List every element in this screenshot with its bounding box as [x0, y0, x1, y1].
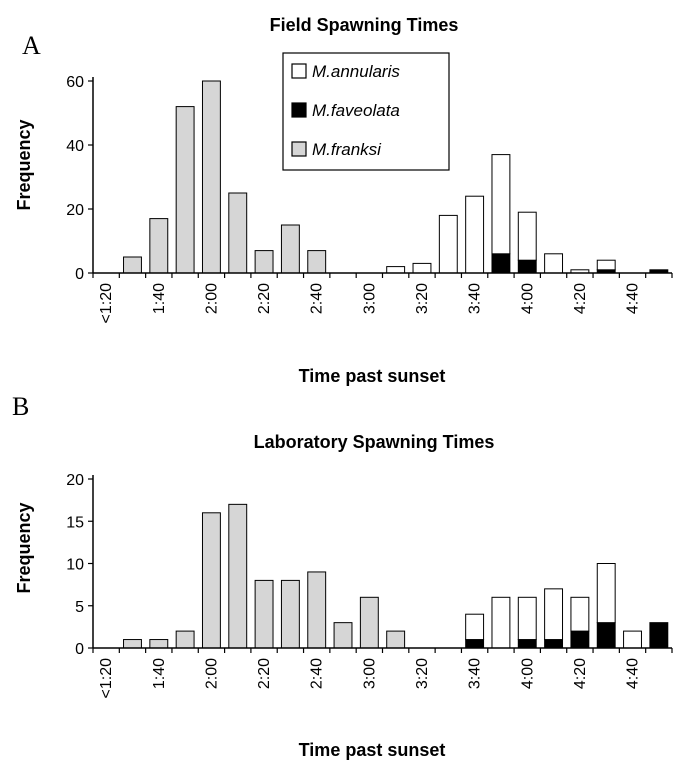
x-tick-label: 2:20: [256, 283, 273, 314]
y-tick-label: 15: [66, 514, 84, 531]
bar-faveolata-14: [465, 639, 485, 649]
bar-annularis-16: [517, 596, 537, 641]
bar-franksi-8: [307, 571, 327, 649]
bar-faveolata-16: [517, 259, 537, 274]
x-tick-label: 3:20: [414, 658, 431, 689]
y-tick-label: 60: [66, 74, 84, 91]
bar-franksi-3: [175, 106, 195, 274]
x-tick-label: 4:00: [519, 658, 536, 689]
bar-faveolata-21: [649, 622, 669, 649]
bar-franksi-2: [149, 639, 169, 649]
bar-annularis-19: [596, 259, 616, 271]
bar-franksi-1: [123, 256, 142, 274]
x-tick-label: 1:40: [151, 658, 168, 689]
bar-faveolata-19: [596, 622, 616, 649]
x-tick-label: 2:20: [256, 658, 273, 689]
x-tick-label: <1:20: [98, 283, 115, 324]
x-tick-label: 4:20: [572, 283, 589, 314]
bars-a: [123, 80, 669, 274]
bar-franksi-4: [201, 512, 221, 649]
x-tick-label: 3:00: [361, 658, 378, 689]
legend-swatch-franksi: [291, 141, 307, 157]
bar-annularis-14: [465, 613, 485, 641]
bar-annularis-17: [544, 588, 564, 641]
x-axis-label-a: Time past sunset: [299, 366, 446, 386]
bar-franksi-9: [333, 622, 353, 649]
legend-label-franksi: M.franksi: [312, 140, 382, 159]
y-tick-label: 10: [66, 557, 84, 574]
legend-label-faveolata: M.faveolata: [312, 101, 400, 120]
bar-franksi-11: [386, 630, 406, 649]
legend-box: [282, 52, 450, 171]
bar-annularis-13: [438, 214, 458, 274]
x-tick-label: 1:40: [151, 283, 168, 314]
y-ticks-b: 0 5 10 15 20: [66, 472, 93, 658]
x-tick-label: 2:40: [309, 658, 326, 689]
x-tick-label: 2:00: [203, 658, 220, 689]
y-tick-label: 5: [75, 599, 84, 616]
bar-annularis-17: [544, 253, 564, 274]
bar-franksi-5: [228, 503, 248, 649]
chart-panel-b: B Laboratory Spawning Times Frequency Ti…: [12, 392, 673, 760]
x-tick-label: 4:20: [572, 658, 589, 689]
y-tick-label: 20: [66, 472, 84, 489]
bar-franksi-1: [123, 639, 142, 649]
legend-label-annularis: M.annularis: [312, 62, 400, 81]
panel-letter-b: B: [12, 392, 29, 421]
bars-b: [123, 503, 669, 649]
bar-annularis-11: [386, 266, 406, 274]
legend-swatch-faveolata: [291, 102, 307, 118]
x-tick-label: 4:40: [625, 283, 642, 314]
chart-title-b: Laboratory Spawning Times: [254, 432, 495, 452]
legend: M.annularis M.faveolata M.franksi: [282, 52, 450, 171]
x-axis-label-b: Time past sunset: [299, 740, 446, 760]
x-tick-label: 4:40: [625, 658, 642, 689]
y-tick-label: 20: [66, 202, 84, 219]
bar-annularis-18: [570, 596, 590, 632]
bar-franksi-4: [201, 80, 221, 274]
x-ticks-b: <1:20 1:40 2:00 2:20 2:40 3:00 3:20 3:40 4:00 4:2…: [92, 648, 673, 699]
x-tick-label: 3:40: [467, 658, 484, 689]
bar-franksi-10: [359, 596, 379, 649]
x-tick-label: 3:20: [414, 283, 431, 314]
y-ticks-a: 0 20 40 60: [66, 74, 93, 283]
x-ticks-a: <1:20 1:40 2:00 2:20 2:40 3:00 3:20 3:40 4:00 4:2…: [92, 273, 673, 324]
bar-franksi-8: [307, 250, 327, 274]
legend-swatch-annularis: [291, 63, 307, 79]
y-tick-label: 0: [75, 266, 84, 283]
y-tick-label: 40: [66, 138, 84, 155]
bar-annularis-19: [596, 563, 616, 624]
bar-annularis-16: [517, 211, 537, 261]
x-tick-label: 3:00: [361, 283, 378, 314]
bar-annularis-20: [623, 630, 642, 649]
bar-franksi-7: [280, 579, 300, 649]
x-tick-label: 4:00: [519, 283, 536, 314]
y-axis-label-b: Frequency: [14, 502, 34, 593]
bar-franksi-2: [149, 218, 169, 274]
bar-annularis-15: [491, 596, 511, 649]
x-tick-label: <1:20: [98, 658, 115, 699]
bar-franksi-6: [254, 250, 274, 274]
x-tick-label: 2:00: [203, 283, 220, 314]
y-tick-label: 0: [75, 641, 84, 658]
chart-panel-a: A Field Spawning Times Frequency Time pa…: [14, 15, 673, 386]
bar-annularis-14: [465, 195, 485, 274]
bar-franksi-6: [254, 579, 274, 649]
bar-faveolata-17: [544, 639, 564, 649]
bar-faveolata-16: [517, 639, 537, 649]
bar-annularis-15: [491, 154, 511, 255]
bar-franksi-5: [228, 192, 248, 274]
panel-letter-a: A: [22, 31, 41, 60]
bar-faveolata-18: [570, 630, 590, 649]
y-axis-label-a: Frequency: [14, 119, 34, 210]
x-tick-label: 2:40: [309, 283, 326, 314]
bar-franksi-3: [175, 630, 195, 649]
x-tick-label: 3:40: [467, 283, 484, 314]
bar-annularis-12: [412, 262, 432, 274]
bar-faveolata-15: [491, 253, 511, 274]
chart-title-a: Field Spawning Times: [270, 15, 459, 35]
bar-franksi-7: [280, 224, 300, 274]
